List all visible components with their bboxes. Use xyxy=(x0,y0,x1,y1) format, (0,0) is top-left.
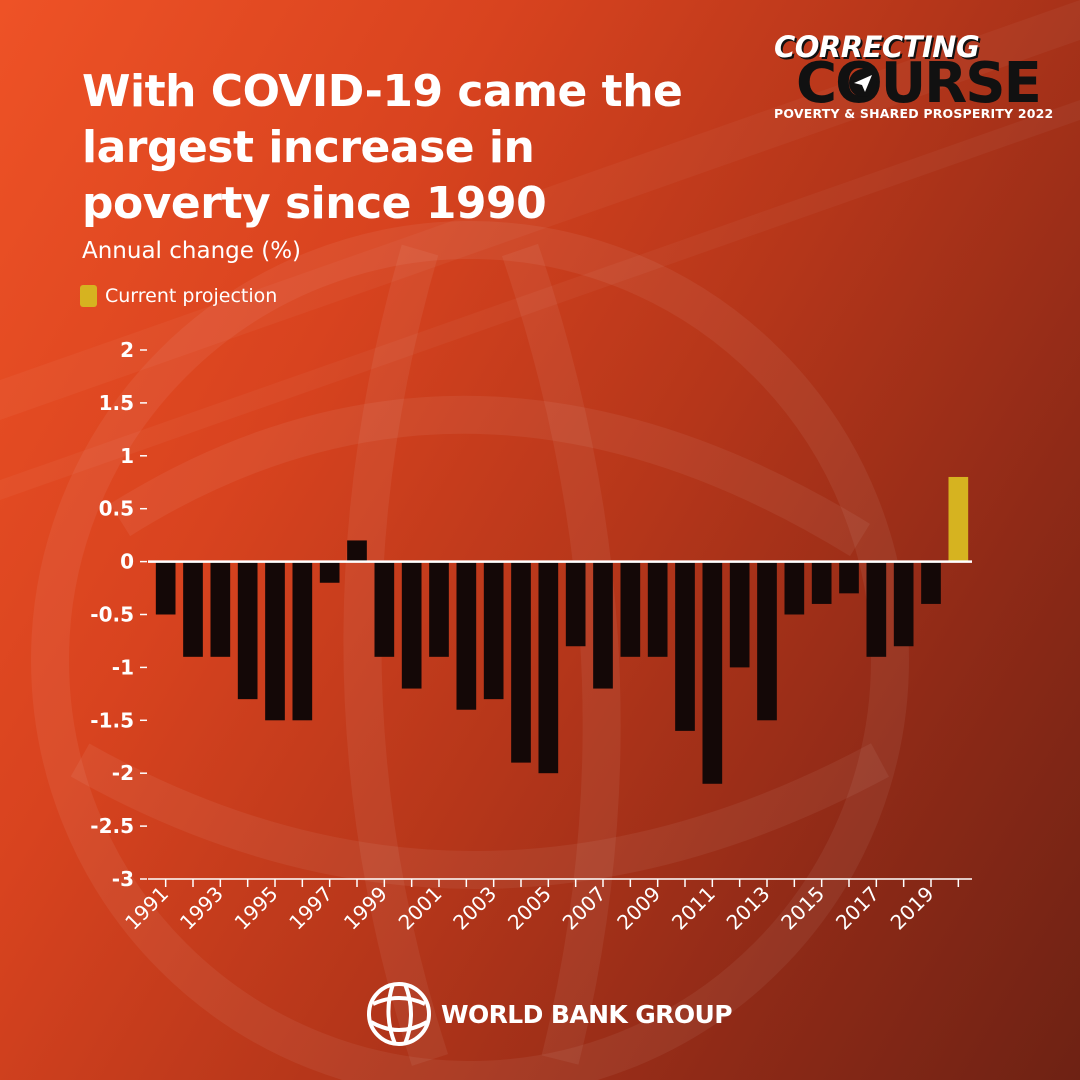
bar-2005 xyxy=(538,561,559,774)
y-tick-label: 1 xyxy=(120,444,134,468)
bar-1999 xyxy=(374,561,395,657)
x-tick-label: 2009 xyxy=(612,882,665,935)
bar-1995 xyxy=(265,561,285,721)
bar-2018 xyxy=(893,561,914,647)
bar-1993 xyxy=(210,561,231,657)
bar-2003 xyxy=(483,561,504,700)
x-tick-label: 2015 xyxy=(776,882,829,935)
bar-2002 xyxy=(456,561,477,710)
x-tick-label: 2019 xyxy=(886,882,939,935)
bar-2013 xyxy=(757,561,777,721)
y-tick-label: 1.5 xyxy=(99,391,134,415)
x-tick-label: 1993 xyxy=(175,882,228,935)
globe-icon xyxy=(367,982,431,1046)
bar-2017 xyxy=(866,561,887,657)
x-tick-label: 2005 xyxy=(503,882,556,935)
x-tick-label: 2007 xyxy=(558,882,611,935)
chart-title: With COVID-19 came the largest increase … xyxy=(82,66,683,229)
y-tick-label: 0.5 xyxy=(99,497,134,521)
brand-line-course: COURSE xyxy=(796,51,1042,116)
bar-1994 xyxy=(237,561,258,700)
y-tick-label: -1 xyxy=(112,655,134,679)
bar-1992 xyxy=(183,561,203,657)
bar-2012 xyxy=(729,561,750,668)
bar-2015 xyxy=(811,561,832,604)
bar-1991 xyxy=(155,561,176,615)
legend: Current projection xyxy=(80,285,277,307)
y-axis: 2 1.5 1 0.5 0 -0.5 -1 -1.5 -2 -2.5 -3 xyxy=(90,338,147,891)
bar-series xyxy=(148,476,972,784)
bar-2004 xyxy=(511,561,531,763)
brand-line-correcting: CORRECTING xyxy=(774,30,980,64)
bar-2000 xyxy=(401,561,422,689)
x-tick-label: 1995 xyxy=(230,882,283,935)
brand-line-report-name: POVERTY & SHARED PROSPERITY 2022 xyxy=(774,106,1054,121)
legend-swatch-projection xyxy=(80,285,97,307)
bar-2019 xyxy=(921,561,941,604)
legend-label-projection: Current projection xyxy=(105,285,278,307)
bar-2008 xyxy=(620,561,641,657)
bar-1997 xyxy=(319,561,340,583)
bar-1998 xyxy=(347,540,367,562)
bar-2001 xyxy=(429,561,449,657)
world-bank-group-wordmark: WORLD BANK GROUP xyxy=(441,999,733,1029)
x-tick-label: 1997 xyxy=(284,882,337,935)
y-tick-label: 2 xyxy=(120,338,134,362)
x-tick-label: 2001 xyxy=(394,882,447,935)
y-tick-label: 0 xyxy=(120,550,134,574)
bar-2009 xyxy=(647,561,668,657)
y-tick-label: -0.5 xyxy=(90,603,134,627)
x-tick-label: 2017 xyxy=(831,882,884,935)
bar-2020 xyxy=(948,476,969,562)
bar-2006 xyxy=(565,561,586,647)
y-tick-label: -3 xyxy=(112,867,134,891)
y-tick-label: -2 xyxy=(112,761,134,785)
x-tick-label: 2011 xyxy=(667,882,720,935)
x-tick-label: 1999 xyxy=(339,882,392,935)
x-tick-label: 2003 xyxy=(448,882,501,935)
bar-2010 xyxy=(675,561,695,731)
bar-2014 xyxy=(784,561,805,615)
bar-2016 xyxy=(839,561,859,594)
bar-2011 xyxy=(702,561,723,784)
paper-plane-icon xyxy=(849,69,877,97)
y-tick-label: -1.5 xyxy=(90,708,134,732)
bar-2007 xyxy=(593,561,613,689)
bar-1996 xyxy=(292,561,313,721)
chart-subtitle: Annual change (%) xyxy=(82,238,302,264)
brand-logo-correcting-course: CORRECTING COURSE POVERTY & SHARED PROSP… xyxy=(772,30,1053,126)
world-bank-group-logo: WORLD BANK GROUP xyxy=(365,980,733,1048)
x-tick-label: 2013 xyxy=(722,882,775,935)
y-tick-label: -2.5 xyxy=(90,814,134,838)
